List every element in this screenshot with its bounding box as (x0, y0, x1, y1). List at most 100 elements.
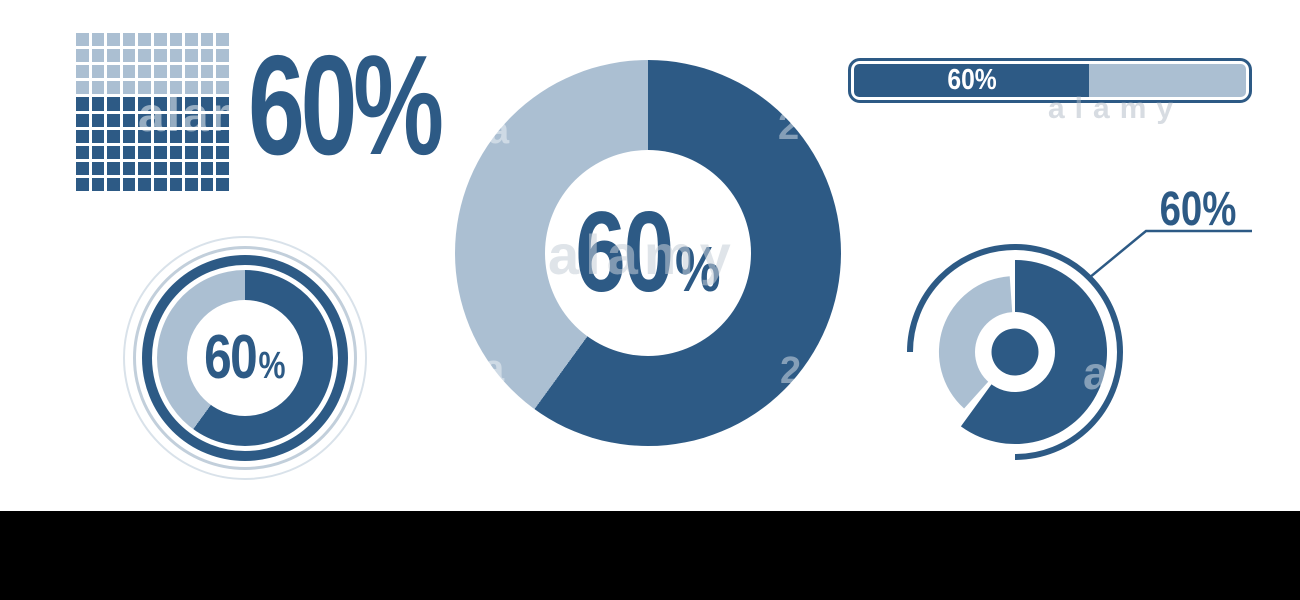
waffle-cell (185, 129, 198, 143)
waffle-cell (107, 33, 120, 47)
waffle-cell (154, 81, 167, 95)
waffle-cell (122, 97, 136, 111)
waffle-cell (107, 177, 120, 191)
progress-label: 60% (946, 64, 997, 96)
waffle-cell (216, 161, 229, 175)
waffle-cell (169, 177, 183, 191)
waffle-cell (169, 33, 183, 47)
waffle-cell (138, 129, 151, 143)
waffle-cell (76, 65, 89, 79)
waffle-cell (138, 65, 151, 79)
waffle-cell (76, 81, 89, 95)
waffle-cell (200, 49, 214, 63)
pie-center-dot (991, 328, 1039, 376)
waffle-cell (169, 161, 183, 175)
waffle-cell (107, 113, 120, 127)
waffle-cell (91, 49, 105, 63)
waffle-cell (76, 113, 89, 127)
waffle-cell (138, 97, 151, 111)
waffle-cell (200, 33, 214, 47)
waffle-cell (122, 145, 136, 159)
progress-track: 60% (854, 64, 1246, 97)
waffle-cell (122, 81, 136, 95)
badge-dark-ring (142, 255, 348, 461)
waffle-cell (200, 113, 214, 127)
waffle-cell (107, 129, 120, 143)
watermark-text: alamy (138, 89, 246, 142)
percent-sign: % (258, 345, 286, 387)
waffle-cell (122, 161, 136, 175)
callout-line (1088, 229, 1252, 279)
waffle-cell (185, 49, 198, 63)
waffle-cell (107, 65, 120, 79)
waffle-cell (169, 49, 183, 63)
badge-donut-chart: 60 % (123, 236, 367, 480)
badge-center-value: 60 (204, 323, 258, 392)
main-donut-chart: 60 % (455, 60, 841, 446)
waffle-cell (200, 65, 214, 79)
waffle-cell (169, 97, 183, 111)
waffle-cell (185, 33, 198, 47)
waffle-cell (185, 161, 198, 175)
waffle-cell (91, 97, 105, 111)
donut-center: 60 % (545, 150, 751, 356)
waffle-cell (154, 97, 167, 111)
waffle-cell (185, 97, 198, 111)
waffle-cell (169, 113, 183, 127)
waffle-cell (138, 33, 151, 47)
waffle-cell (107, 145, 120, 159)
waffle-cell (107, 97, 120, 111)
waffle-cell (138, 145, 151, 159)
waffle-cell (200, 145, 214, 159)
waffle-cell (154, 177, 167, 191)
waffle-cell (169, 65, 183, 79)
waffle-cell (138, 177, 151, 191)
waffle-cell (216, 113, 229, 127)
waffle-cell (216, 49, 229, 63)
waffle-cell (76, 49, 89, 63)
waffle-cell (91, 113, 105, 127)
waffle-cell (154, 145, 167, 159)
waffle-cell (185, 81, 198, 95)
waffle-cell (122, 49, 136, 63)
waffle-cell (138, 49, 151, 63)
waffle-cell (154, 65, 167, 79)
waffle-cell (216, 33, 229, 47)
waffle-cell (169, 81, 183, 95)
waffle-cell (91, 129, 105, 143)
waffle-cell (216, 97, 229, 111)
waffle-cell (216, 65, 229, 79)
waffle-cell (216, 145, 229, 159)
waffle-cell (200, 177, 214, 191)
waffle-cell (200, 161, 214, 175)
waffle-cell (154, 113, 167, 127)
donut-center-label: 60 % (575, 196, 720, 310)
waffle-cell (122, 65, 136, 79)
waffle-cell (169, 145, 183, 159)
progress-bar: 60% (848, 58, 1252, 103)
waffle-cell (122, 129, 136, 143)
footer-watermark-bar: alamy Image ID: 2M7JBFW www.alamy.com (0, 511, 1300, 600)
waffle-cell (76, 33, 89, 47)
progress-fill: 60% (854, 64, 1090, 97)
waffle-cell (138, 113, 151, 127)
waffle-cell (138, 161, 151, 175)
badge-outer-ring (123, 236, 367, 480)
waffle-cell (91, 81, 105, 95)
waffle-cell (91, 177, 105, 191)
waffle-cell (76, 97, 89, 111)
badge-middle-ring (133, 246, 357, 470)
waffle-cell (154, 129, 167, 143)
waffle-cell (138, 81, 151, 95)
waffle-cell (91, 65, 105, 79)
callout-label: 60% (1160, 185, 1237, 236)
callout-pie-chart: 60% (907, 185, 1252, 460)
waffle-cell (185, 113, 198, 127)
waffle-cell (76, 177, 89, 191)
big-percent-label: 60% (248, 26, 444, 185)
waffle-chart (76, 33, 229, 191)
waffle-cell (216, 81, 229, 95)
waffle-cell (185, 145, 198, 159)
waffle-cell (200, 81, 214, 95)
